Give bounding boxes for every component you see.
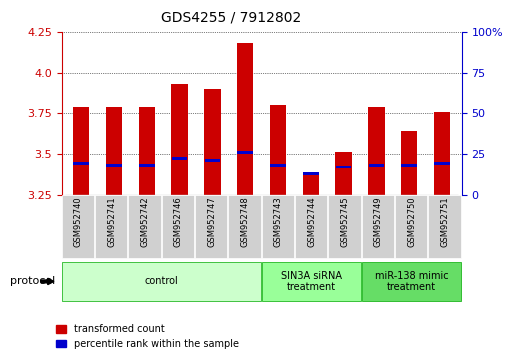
Text: GSM952751: GSM952751: [441, 196, 449, 247]
Text: GSM952741: GSM952741: [107, 196, 116, 247]
Bar: [238, 151, 253, 154]
Text: GSM952740: GSM952740: [74, 196, 83, 247]
Text: GSM952744: GSM952744: [307, 196, 316, 247]
Bar: [401, 131, 418, 195]
Bar: [205, 159, 220, 162]
Text: GSM952750: GSM952750: [407, 196, 416, 247]
Bar: [434, 112, 450, 195]
Bar: [73, 107, 89, 195]
Bar: [402, 164, 417, 167]
Text: SIN3A siRNA
treatment: SIN3A siRNA treatment: [281, 270, 342, 292]
Text: GDS4255 / 7912802: GDS4255 / 7912802: [161, 11, 301, 25]
Bar: [303, 173, 319, 195]
Text: GSM952746: GSM952746: [174, 196, 183, 247]
Bar: [204, 89, 221, 195]
Bar: [73, 162, 89, 165]
Text: GSM952743: GSM952743: [274, 196, 283, 247]
Bar: [139, 164, 154, 167]
Bar: [106, 164, 122, 167]
Text: control: control: [145, 276, 179, 286]
Text: GSM952749: GSM952749: [374, 196, 383, 247]
Bar: [270, 164, 286, 167]
Bar: [237, 43, 253, 195]
Bar: [106, 107, 122, 195]
Bar: [303, 172, 319, 175]
Text: miR-138 mimic
treatment: miR-138 mimic treatment: [375, 270, 448, 292]
Bar: [139, 107, 155, 195]
Text: GSM952742: GSM952742: [141, 196, 149, 247]
Text: GSM952745: GSM952745: [341, 196, 349, 247]
Bar: [434, 162, 450, 165]
Bar: [336, 166, 351, 169]
Bar: [369, 164, 384, 167]
Text: GSM952748: GSM952748: [241, 196, 249, 247]
Text: GSM952747: GSM952747: [207, 196, 216, 247]
Legend: transformed count, percentile rank within the sample: transformed count, percentile rank withi…: [56, 324, 239, 349]
Bar: [336, 152, 352, 195]
Text: protocol: protocol: [10, 276, 55, 286]
Bar: [270, 105, 286, 195]
Bar: [172, 158, 187, 160]
Bar: [368, 107, 385, 195]
Bar: [171, 84, 188, 195]
